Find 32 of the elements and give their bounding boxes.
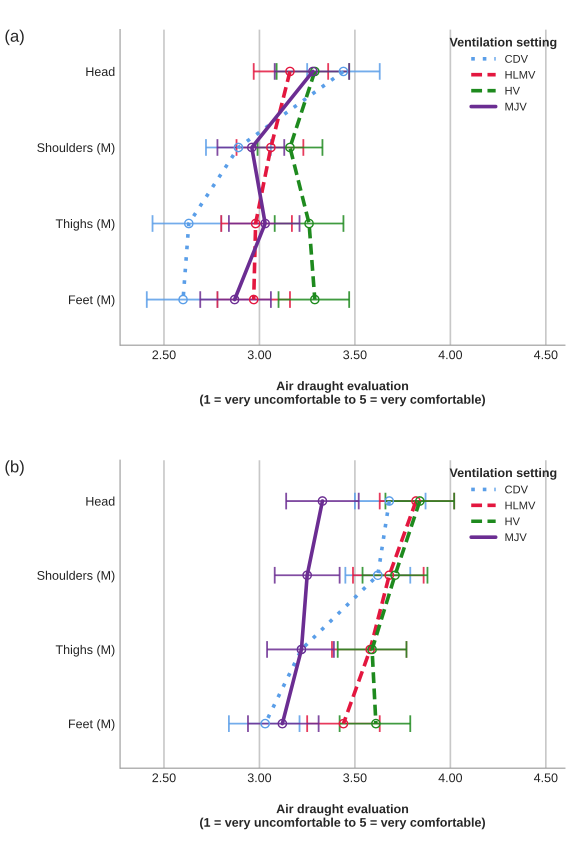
y-tick-label: Shoulders (M): [37, 142, 114, 155]
x-tick-label: 2.50: [152, 773, 176, 782]
x-axis-title: Air draught evaluation (1 = very uncomfortable to 5 = very comfortable): [200, 381, 485, 406]
y-tick-label: Thighs (M): [56, 644, 114, 657]
legend-label: HV: [505, 86, 520, 95]
legend-label: HV: [505, 518, 520, 526]
x-tick-label: 3.50: [343, 350, 367, 360]
legend-title: Ventilation setting: [450, 37, 556, 50]
legend-label: HLMV: [505, 502, 536, 510]
y-tick-label: Head: [86, 496, 114, 506]
legend-label: MJV: [505, 533, 527, 542]
chart-title: (a): [5, 30, 24, 46]
y-tick-label: Shoulders (M): [37, 570, 114, 582]
x-tick-label: 3.50: [343, 773, 367, 782]
chart-title: (b): [5, 460, 24, 476]
y-tick-label: Feet (M): [69, 719, 114, 731]
x-tick-label: 4.50: [534, 350, 558, 360]
legend-label: CDV: [505, 54, 528, 63]
y-tick-label: Thighs (M): [56, 218, 114, 231]
x-tick-label: 4.00: [438, 773, 462, 782]
x-tick-label: 4.00: [438, 350, 462, 360]
x-tick-label: 2.50: [152, 350, 176, 360]
x-tick-label: 3.00: [248, 350, 272, 360]
legend-label: HLMV: [505, 70, 536, 79]
x-tick-label: 3.00: [248, 773, 272, 782]
legend-label: MJV: [505, 102, 527, 111]
x-tick-label: 4.50: [534, 773, 558, 782]
y-tick-label: Feet (M): [69, 295, 114, 307]
y-tick-label: Head: [86, 66, 114, 76]
x-axis-title: Air draught evaluation (1 = very uncomfortable to 5 = very comfortable): [200, 804, 485, 830]
legend-title: Ventilation setting: [450, 468, 556, 480]
legend-label: CDV: [505, 486, 528, 494]
